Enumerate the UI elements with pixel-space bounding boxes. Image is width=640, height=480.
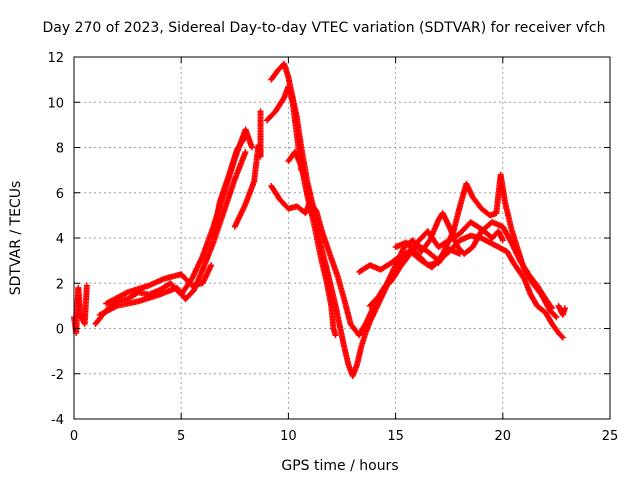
data-point bbox=[257, 108, 264, 115]
x-tick-label: 0 bbox=[70, 429, 78, 444]
data-point bbox=[553, 314, 560, 321]
data-point bbox=[559, 334, 566, 341]
grid bbox=[74, 57, 610, 419]
x-tick-label: 15 bbox=[387, 429, 404, 444]
data-point bbox=[456, 250, 463, 257]
data-point bbox=[208, 262, 215, 269]
data-point bbox=[83, 282, 90, 289]
data-point bbox=[242, 133, 249, 140]
data-point bbox=[499, 237, 506, 244]
data-point bbox=[332, 332, 339, 339]
data-point bbox=[548, 303, 555, 310]
y-tick-label: 10 bbox=[47, 96, 64, 111]
y-tick-label: -4 bbox=[51, 413, 64, 428]
y-tick-label: 0 bbox=[56, 323, 64, 338]
x-tick-label: 5 bbox=[177, 429, 185, 444]
data-point bbox=[242, 149, 249, 156]
chart-title: Day 270 of 2023, Sidereal Day-to-day VTE… bbox=[42, 20, 605, 36]
data-point bbox=[558, 333, 565, 340]
y-tick-label: 8 bbox=[56, 142, 64, 157]
axis-ticks: 0 5 10 15 20 25 -4 -2 0 2 4 6 8 10 12 bbox=[47, 51, 618, 444]
y-tick-label: 4 bbox=[56, 232, 64, 247]
data-point bbox=[561, 305, 568, 312]
y-tick-label: 6 bbox=[56, 187, 64, 202]
y-tick-label: 12 bbox=[47, 51, 64, 66]
y-tick-label: -2 bbox=[51, 368, 64, 383]
y-tick-label: 2 bbox=[56, 277, 64, 292]
data-point bbox=[552, 313, 559, 320]
data-marks bbox=[71, 60, 568, 380]
x-tick-label: 20 bbox=[495, 429, 512, 444]
data-point bbox=[241, 134, 248, 141]
x-axis-label: GPS time / hours bbox=[281, 458, 398, 474]
data-point bbox=[248, 144, 255, 151]
data-point bbox=[549, 305, 556, 312]
x-tick-label: 10 bbox=[280, 429, 297, 444]
y-axis-label: SDTVAR / TECUs bbox=[8, 181, 24, 296]
x-tick-label: 25 bbox=[602, 429, 619, 444]
